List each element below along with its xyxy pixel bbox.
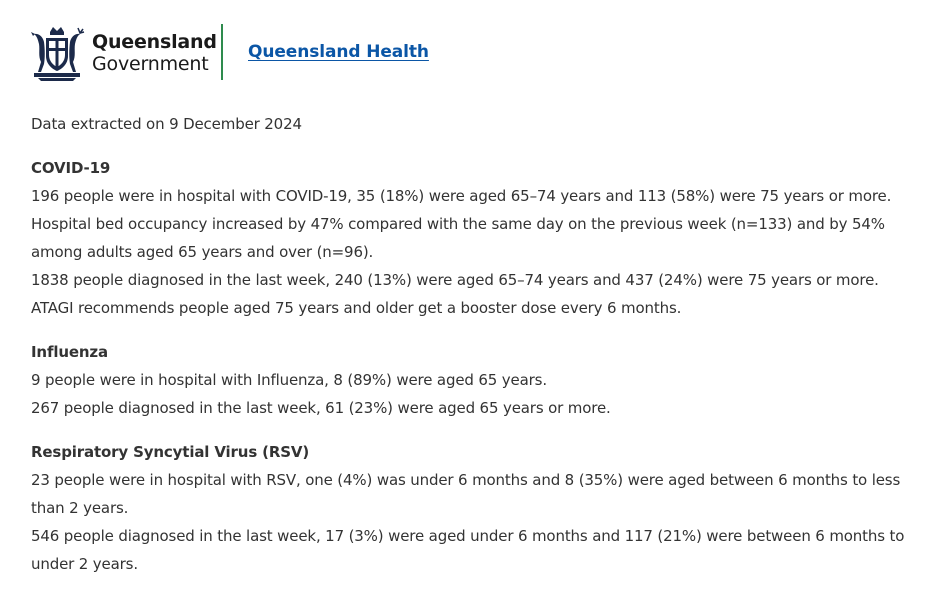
gov-name-line2: Government <box>92 53 209 75</box>
covid-line: Hospital bed occupancy increased by 47% … <box>31 215 885 261</box>
influenza-heading: Influenza <box>31 343 108 361</box>
influenza-section: Influenza 9 people were in hospital with… <box>31 338 931 422</box>
government-wordmark: Queensland Government <box>92 31 217 75</box>
covid-line: 1838 people diagnosed in the last week, … <box>31 271 879 289</box>
main-content: Data extracted on 9 December 2024 COVID-… <box>31 110 931 594</box>
data-extracted-date: Data extracted on 9 December 2024 <box>31 115 302 133</box>
rsv-heading: Respiratory Syncytial Virus (RSV) <box>31 443 310 461</box>
queensland-health-link[interactable]: Queensland Health <box>248 42 429 62</box>
covid-line: ATAGI recommends people aged 75 years an… <box>31 299 682 317</box>
covid-heading: COVID-19 <box>31 159 111 177</box>
rsv-line: 23 people were in hospital with RSV, one… <box>31 471 901 517</box>
rsv-section: Respiratory Syncytial Virus (RSV) 23 peo… <box>31 438 931 578</box>
gov-name-line1: Queensland <box>92 31 217 53</box>
influenza-line: 9 people were in hospital with Influenza… <box>31 371 547 389</box>
covid-section: COVID-19 196 people were in hospital wit… <box>31 154 931 322</box>
influenza-line: 267 people diagnosed in the last week, 6… <box>31 399 611 417</box>
rsv-line: 546 people diagnosed in the last week, 1… <box>31 527 905 573</box>
queensland-crest-logo <box>31 27 85 81</box>
header-divider <box>221 24 223 80</box>
header: Queensland Government <box>28 24 217 82</box>
covid-line: 196 people were in hospital with COVID-1… <box>31 187 892 205</box>
